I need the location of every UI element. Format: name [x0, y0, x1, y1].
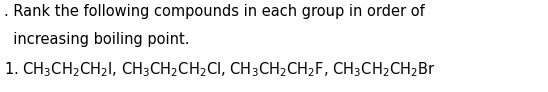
Text: increasing boiling point.: increasing boiling point. — [4, 32, 190, 47]
Text: . Rank the following compounds in each group in order of: . Rank the following compounds in each g… — [4, 4, 425, 19]
Text: 1. $\mathregular{CH_3CH_2CH_2I}$, $\mathregular{CH_3CH_2CH_2Cl}$, $\mathregular{: 1. $\mathregular{CH_3CH_2CH_2I}$, $\math… — [4, 60, 436, 79]
